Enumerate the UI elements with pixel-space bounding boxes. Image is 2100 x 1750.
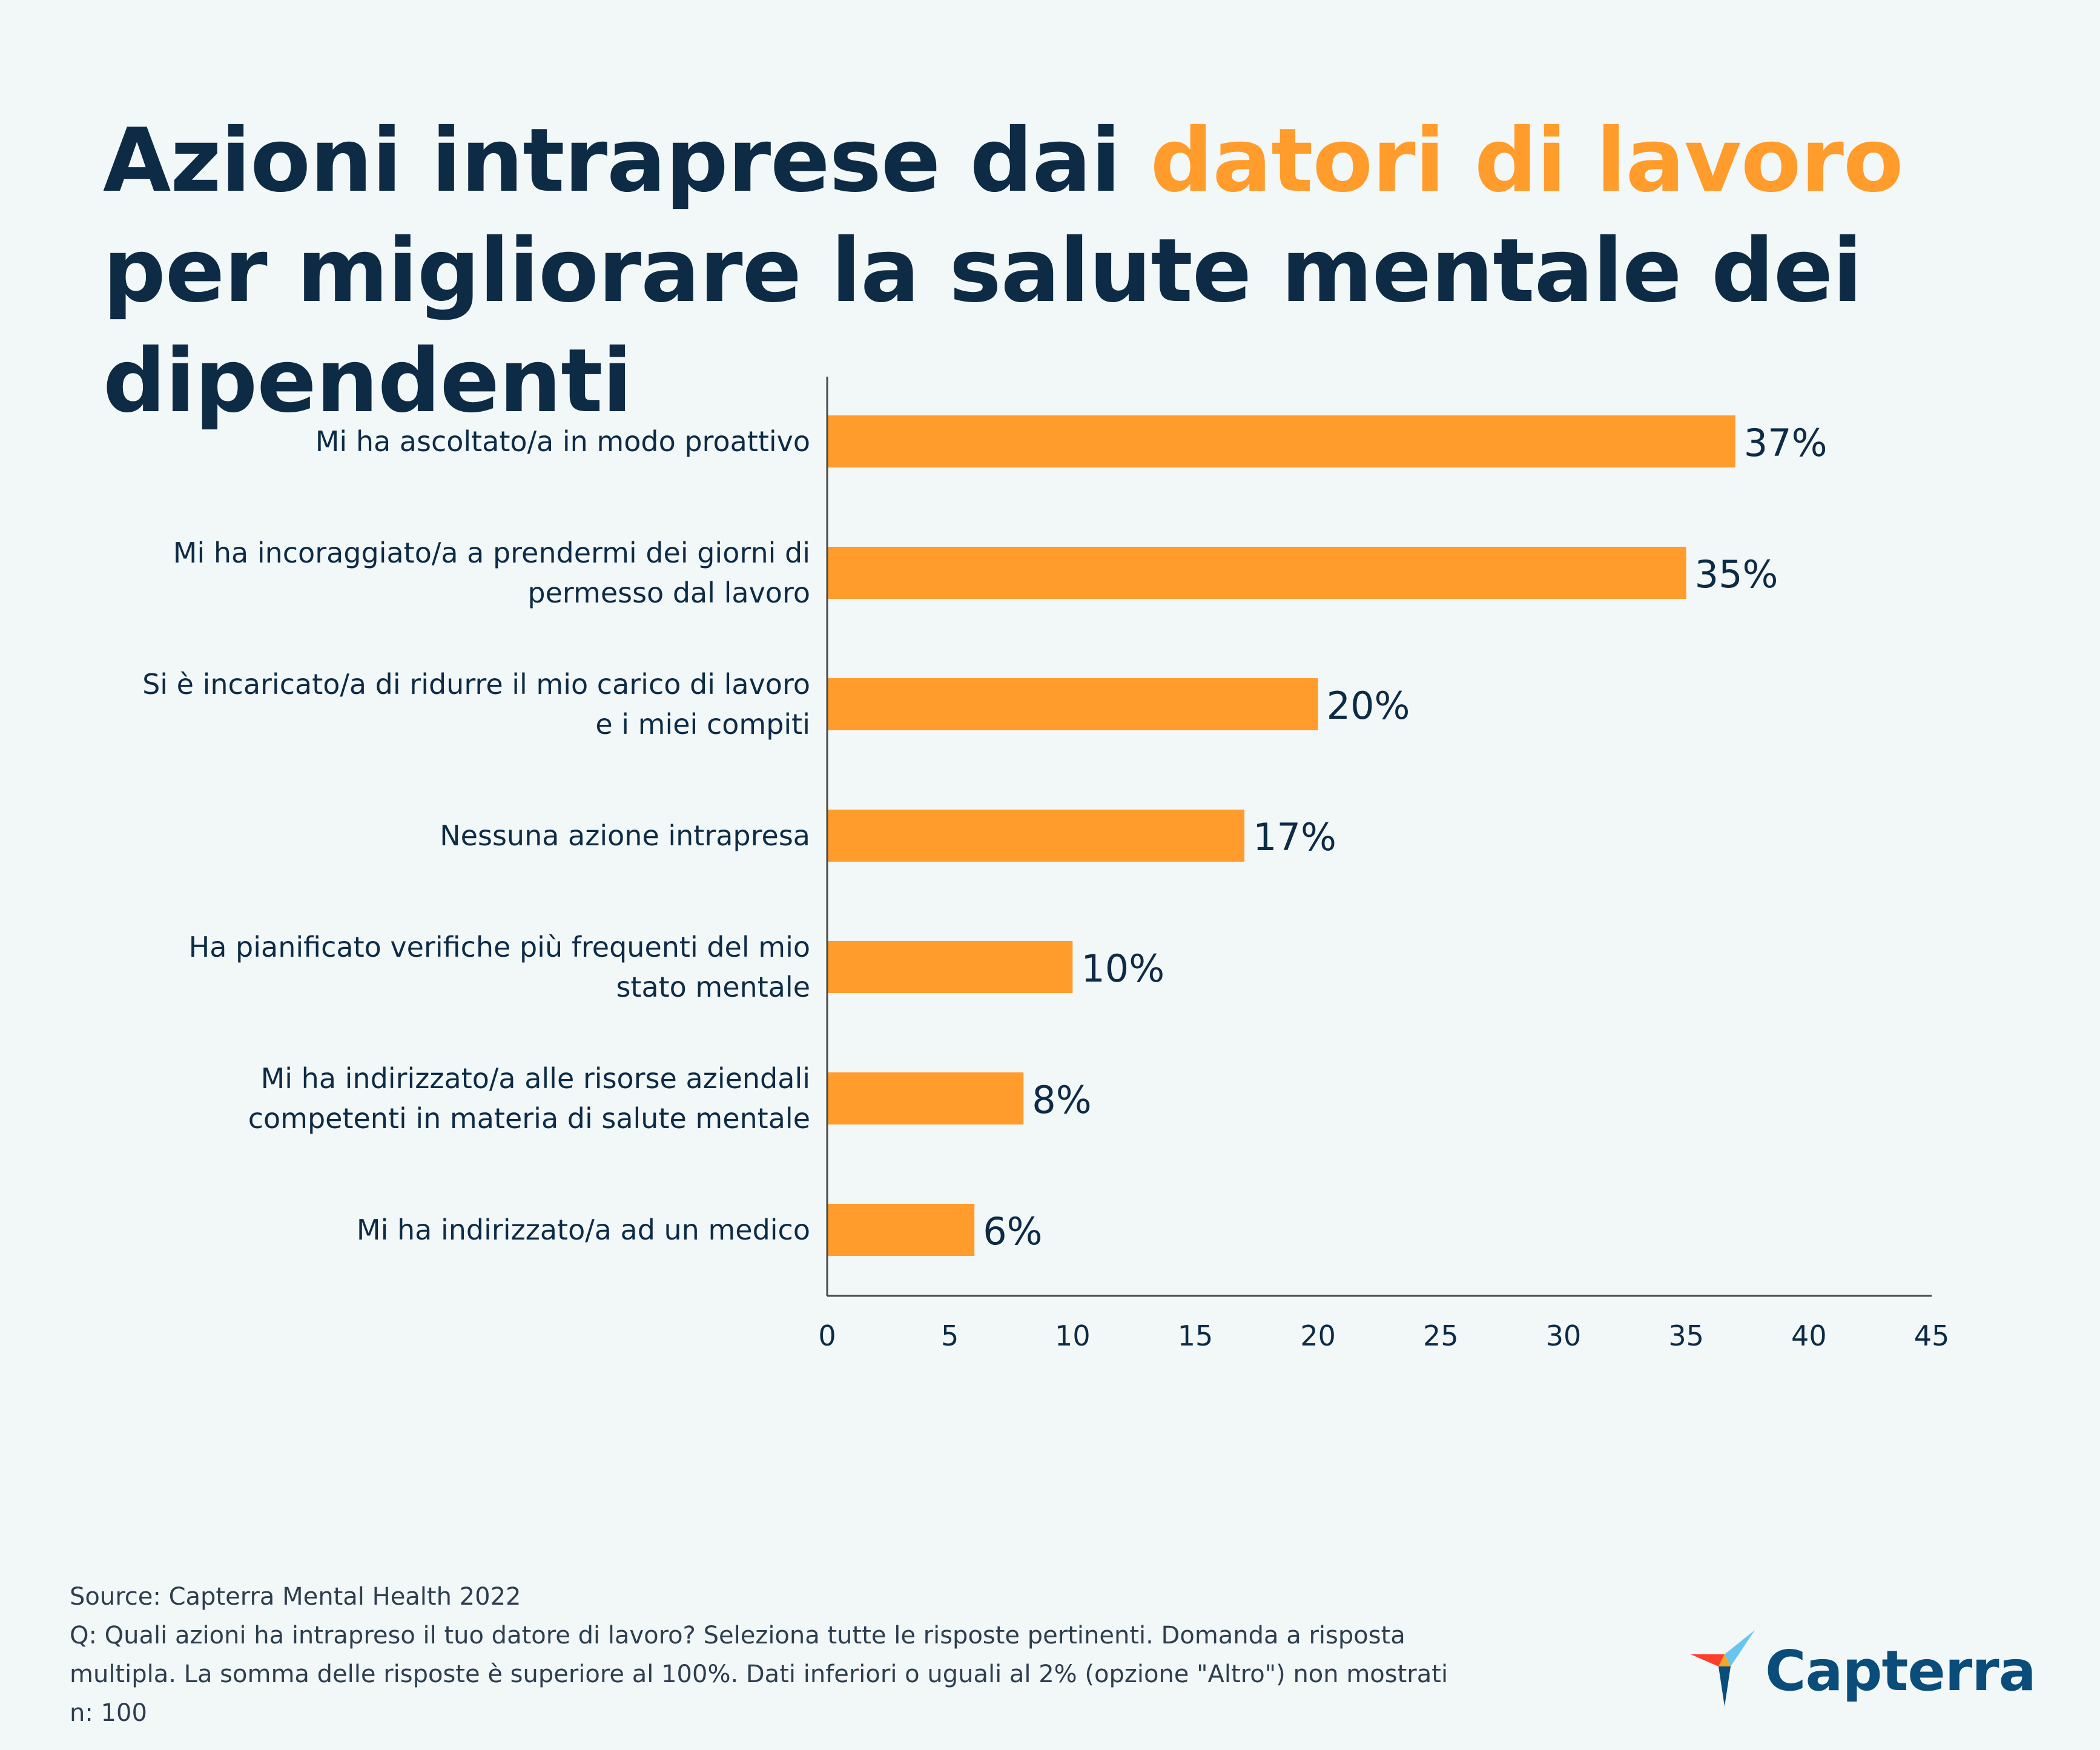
title-part2: per migliorare la salute mentale dei dip…	[103, 220, 1863, 432]
capterra-logo-text: Capterra	[1765, 1639, 2036, 1703]
category-label-1-1: permesso dal lavoro	[527, 576, 810, 609]
value-label-0: 37%	[1744, 421, 1828, 465]
bar-chart: 37% Mi ha ascoltato/a in modo proattivo 35…	[142, 377, 1950, 1352]
category-label-0-0: Mi ha ascoltato/a in modo proattivo	[315, 425, 810, 458]
sample-size-note: n: 100	[70, 1699, 147, 1727]
value-label-4: 10%	[1081, 946, 1164, 991]
bar-3	[827, 810, 1245, 862]
category-label-4-1: stato mentale	[616, 971, 810, 1003]
value-label-3: 17%	[1253, 815, 1336, 859]
category-label-6-0: Mi ha indirizzato/a ad un medico	[357, 1213, 810, 1246]
title-highlight: datori di lavoro	[1150, 110, 1904, 212]
category-label-2-0: Si è incaricato/a di ridurre il mio cari…	[142, 668, 810, 701]
category-label-5-0: Mi ha indirizzato/a alle risorse azienda…	[261, 1062, 810, 1095]
x-tick-label-2: 10	[1055, 1319, 1091, 1352]
x-tick-label-9: 45	[1914, 1319, 1950, 1352]
category-label-5-1: competenti in materia di salute mentale	[248, 1102, 810, 1135]
x-tick-label-8: 40	[1791, 1319, 1827, 1352]
category-label-4-0: Ha pianificato verifiche più frequenti d…	[189, 931, 810, 963]
bar-1	[827, 547, 1686, 599]
x-tick-label-1: 5	[941, 1319, 959, 1352]
footer-notes: Source: Capterra Mental Health 2022 Q: Q…	[70, 1577, 1596, 1732]
x-tick-label-3: 15	[1178, 1319, 1213, 1352]
value-label-5: 8%	[1032, 1078, 1091, 1122]
category-label-3-0: Nessuna azione intrapresa	[440, 819, 810, 852]
category-label-2-1: e i miei compiti	[595, 708, 810, 741]
capterra-logo: Capterra	[1689, 1629, 2036, 1708]
category-label-1-0: Mi ha incoraggiato/a a prendermi dei gio…	[173, 537, 810, 569]
bar-2	[827, 678, 1318, 730]
bar-0	[827, 415, 1735, 467]
capterra-arrow-icon	[1691, 1630, 1755, 1706]
bar-6	[827, 1204, 975, 1256]
value-label-6: 6%	[983, 1209, 1042, 1253]
x-tick-label-4: 20	[1300, 1319, 1336, 1352]
x-tick-label-6: 30	[1546, 1319, 1582, 1352]
x-tick-label-7: 35	[1668, 1319, 1704, 1352]
chart-title: Azioni intraprese dai datori di lavoro p…	[103, 106, 2041, 437]
x-tick-label-0: 0	[818, 1319, 836, 1352]
x-tick-label-5: 25	[1423, 1319, 1459, 1352]
question-note-line1: Q: Quali azioni ha intrapreso il tuo dat…	[70, 1622, 1405, 1649]
value-label-1: 35%	[1695, 552, 1778, 596]
value-label-2: 20%	[1327, 684, 1410, 728]
title-part1: Azioni intraprese dai	[103, 110, 1151, 212]
question-note-line2: multipla. La somma delle risposte è supe…	[70, 1660, 1448, 1688]
source-note: Source: Capterra Mental Health 2022	[70, 1583, 521, 1611]
bar-4	[827, 941, 1073, 993]
bar-5	[827, 1072, 1024, 1124]
